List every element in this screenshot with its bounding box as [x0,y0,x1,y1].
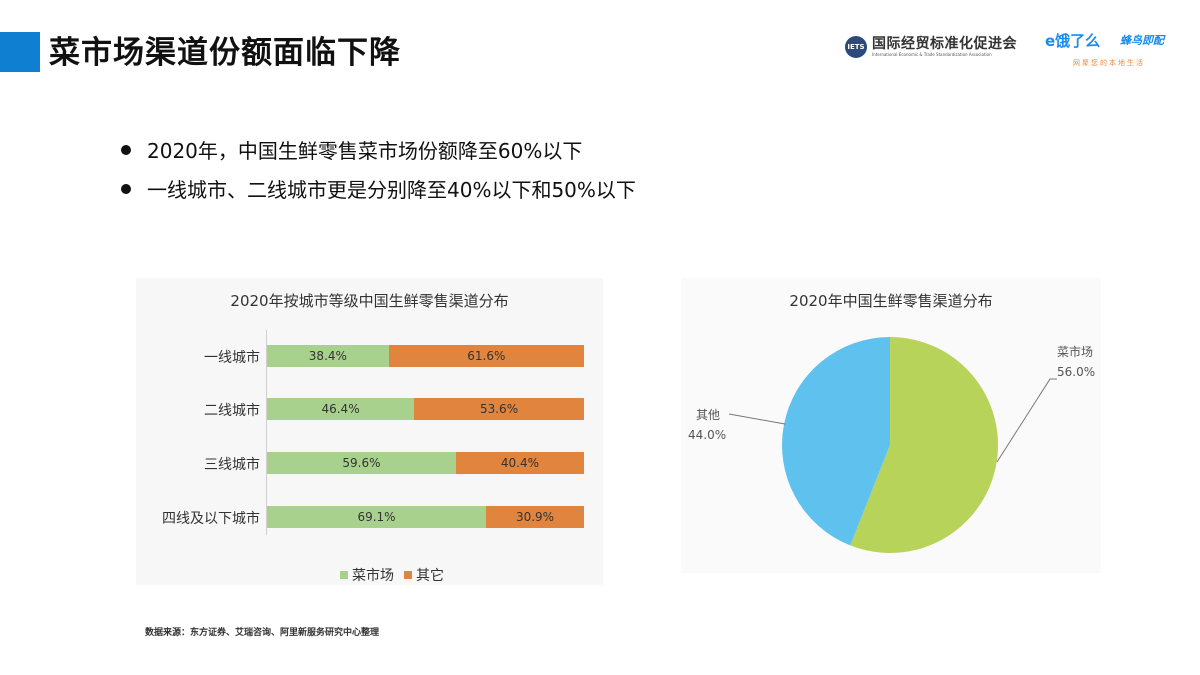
leader-line-other [728,413,786,425]
bar-category-label: 四线及以下城市 [162,511,260,527]
pie-slice-other [782,337,890,546]
data-source: 数据来源：东方证券、艾瑞咨询、阿里新服务研究中心整理 [145,628,380,638]
legend-item-market: 菜市场 [340,565,394,585]
stacked-bar: 59.6% 40.4% [267,452,584,474]
bar-category-label: 二线城市 [204,403,260,419]
stacked-bar: 38.4% 61.6% [267,345,584,367]
bar-chart-legend: 菜市场 其它 [340,565,454,585]
bar-segment-market: 59.6% [267,452,456,474]
ietsa-name-en: International Economic & Trade Standardi… [872,52,992,57]
partner-logos: IETS 国际经贸标准化促进会 International Economic &… [845,30,1190,76]
bullet-item: 一线城市、二线城市更是分别降至40%以下和50%以下 [121,169,636,208]
bar-segment-other: 53.6% [414,398,584,420]
fengniao-logo: 蜂鸟即配 [1120,34,1164,47]
bar-chart-panel: 2020年按城市等级中国生鲜零售渠道分布 [136,278,603,585]
title-accent-bar [0,32,40,72]
bar-segment-other: 30.9% [486,506,584,528]
legend-swatch-icon [404,571,412,579]
page-title: 菜市场渠道份额面临下降 [49,35,401,71]
bar-segment-market: 69.1% [267,506,487,528]
eleme-logo: e饿了么 [1045,32,1101,50]
bar-segment-other: 61.6% [388,345,584,367]
bar-row: 三线城市 59.6% 40.4% [136,452,603,474]
ietsa-logo: IETS 国际经贸标准化促进会 International Economic &… [845,36,1017,58]
legend-swatch-icon [340,571,348,579]
pie-label-market: 菜市场 56.0% [1057,345,1096,379]
bar-row: 一线城市 38.4% 61.6% [136,345,603,367]
bullet-item: 2020年，中国生鲜零售菜市场份额降至60%以下 [121,130,636,169]
eleme-slogan: 网聚您的本地生活 [1073,59,1145,67]
bar-chart-title: 2020年按城市等级中国生鲜零售渠道分布 [230,292,509,310]
ietsa-name-cn: 国际经贸标准化促进会 [872,36,1017,52]
stacked-bar: 69.1% 30.9% [267,506,584,528]
pie-chart-title: 2020年中国生鲜零售渠道分布 [789,292,993,310]
bar-category-label: 三线城市 [204,457,260,473]
bar-row: 四线及以下城市 69.1% 30.9% [136,506,603,528]
bar-chart-axis [266,330,267,535]
bar-row: 二线城市 46.4% 53.6% [136,398,603,420]
pie-slice-market [850,337,998,553]
bullet-list: 2020年，中国生鲜零售菜市场份额降至60%以下 一线城市、二线城市更是分别降至… [121,130,636,208]
bar-segment-market: 46.4% [267,398,415,420]
bullet-dot-icon [121,183,131,194]
pie-chart [728,337,1057,553]
leader-line-market [996,378,1057,463]
bar-segment-market: 38.4% [267,345,389,367]
bar-segment-other: 40.4% [455,452,584,474]
stacked-bar: 46.4% 53.6% [267,398,584,420]
globe-icon: IETS [845,36,867,58]
bar-category-label: 一线城市 [204,350,260,366]
pie-label-other: 其他 44.0% [688,408,727,442]
legend-item-other: 其它 [404,565,444,585]
bullet-dot-icon [121,144,131,155]
